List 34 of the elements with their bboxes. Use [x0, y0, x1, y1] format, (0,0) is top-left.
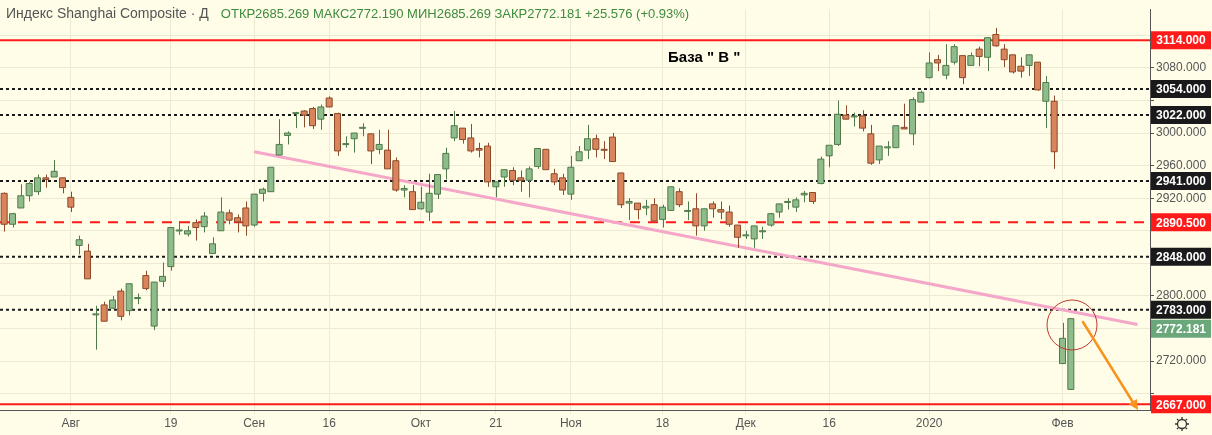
y-tick-label: 3000.000	[1156, 125, 1207, 140]
x-tick-label: 18	[655, 415, 670, 430]
ref-line-label: 2890.500	[1155, 215, 1207, 230]
annotation: База " В "	[668, 48, 741, 65]
candlestick	[859, 109, 866, 132]
y-tick-label: 2720.000	[1156, 353, 1207, 368]
x-tick-label: Авг	[61, 415, 81, 430]
x-tick-label: Ноя	[559, 415, 582, 430]
candlestick	[584, 124, 591, 160]
y-tick-label: 3080.000	[1156, 60, 1207, 75]
x-tick-label: 19	[164, 415, 178, 430]
ref-line-label: 2848.000	[1155, 250, 1207, 265]
ref-line-label: 3114.000	[1156, 33, 1207, 48]
ref-line-label: 2667.000	[1155, 397, 1207, 412]
x-tick-label: 2020	[915, 415, 943, 430]
ref-line-label: 2783.000	[1155, 303, 1207, 318]
x-tick-label: Фев	[1051, 415, 1074, 430]
x-tick-label: 16	[322, 415, 337, 430]
candlestick	[534, 148, 541, 170]
x-tick-label: 16	[822, 415, 837, 430]
ref-line-label: 3054.000	[1155, 82, 1207, 97]
chart-subtitle: ОТКР2685.269 МАКС2772.190 МИН2685.269 ЗАКР2772.181 +25.576 (+0.93%)	[220, 6, 690, 21]
x-tick-label: Дек	[735, 415, 757, 430]
x-tick-label: 21	[489, 415, 503, 430]
ref-line-label: 3022.000	[1155, 108, 1207, 123]
x-tick-label: Сен	[243, 415, 266, 430]
y-tick-label: 2960.000	[1156, 157, 1207, 172]
candlestick	[984, 37, 991, 72]
y-tick-label: 2920.000	[1156, 190, 1207, 205]
y-tick-label: 2800.000	[1156, 288, 1207, 303]
text: 2772.181	[1155, 322, 1207, 337]
x-tick-label: Окт	[410, 415, 432, 430]
chart-title: Индекс Shanghai Composite · Д	[6, 5, 209, 21]
ref-line-label: 2941.000	[1155, 174, 1207, 189]
